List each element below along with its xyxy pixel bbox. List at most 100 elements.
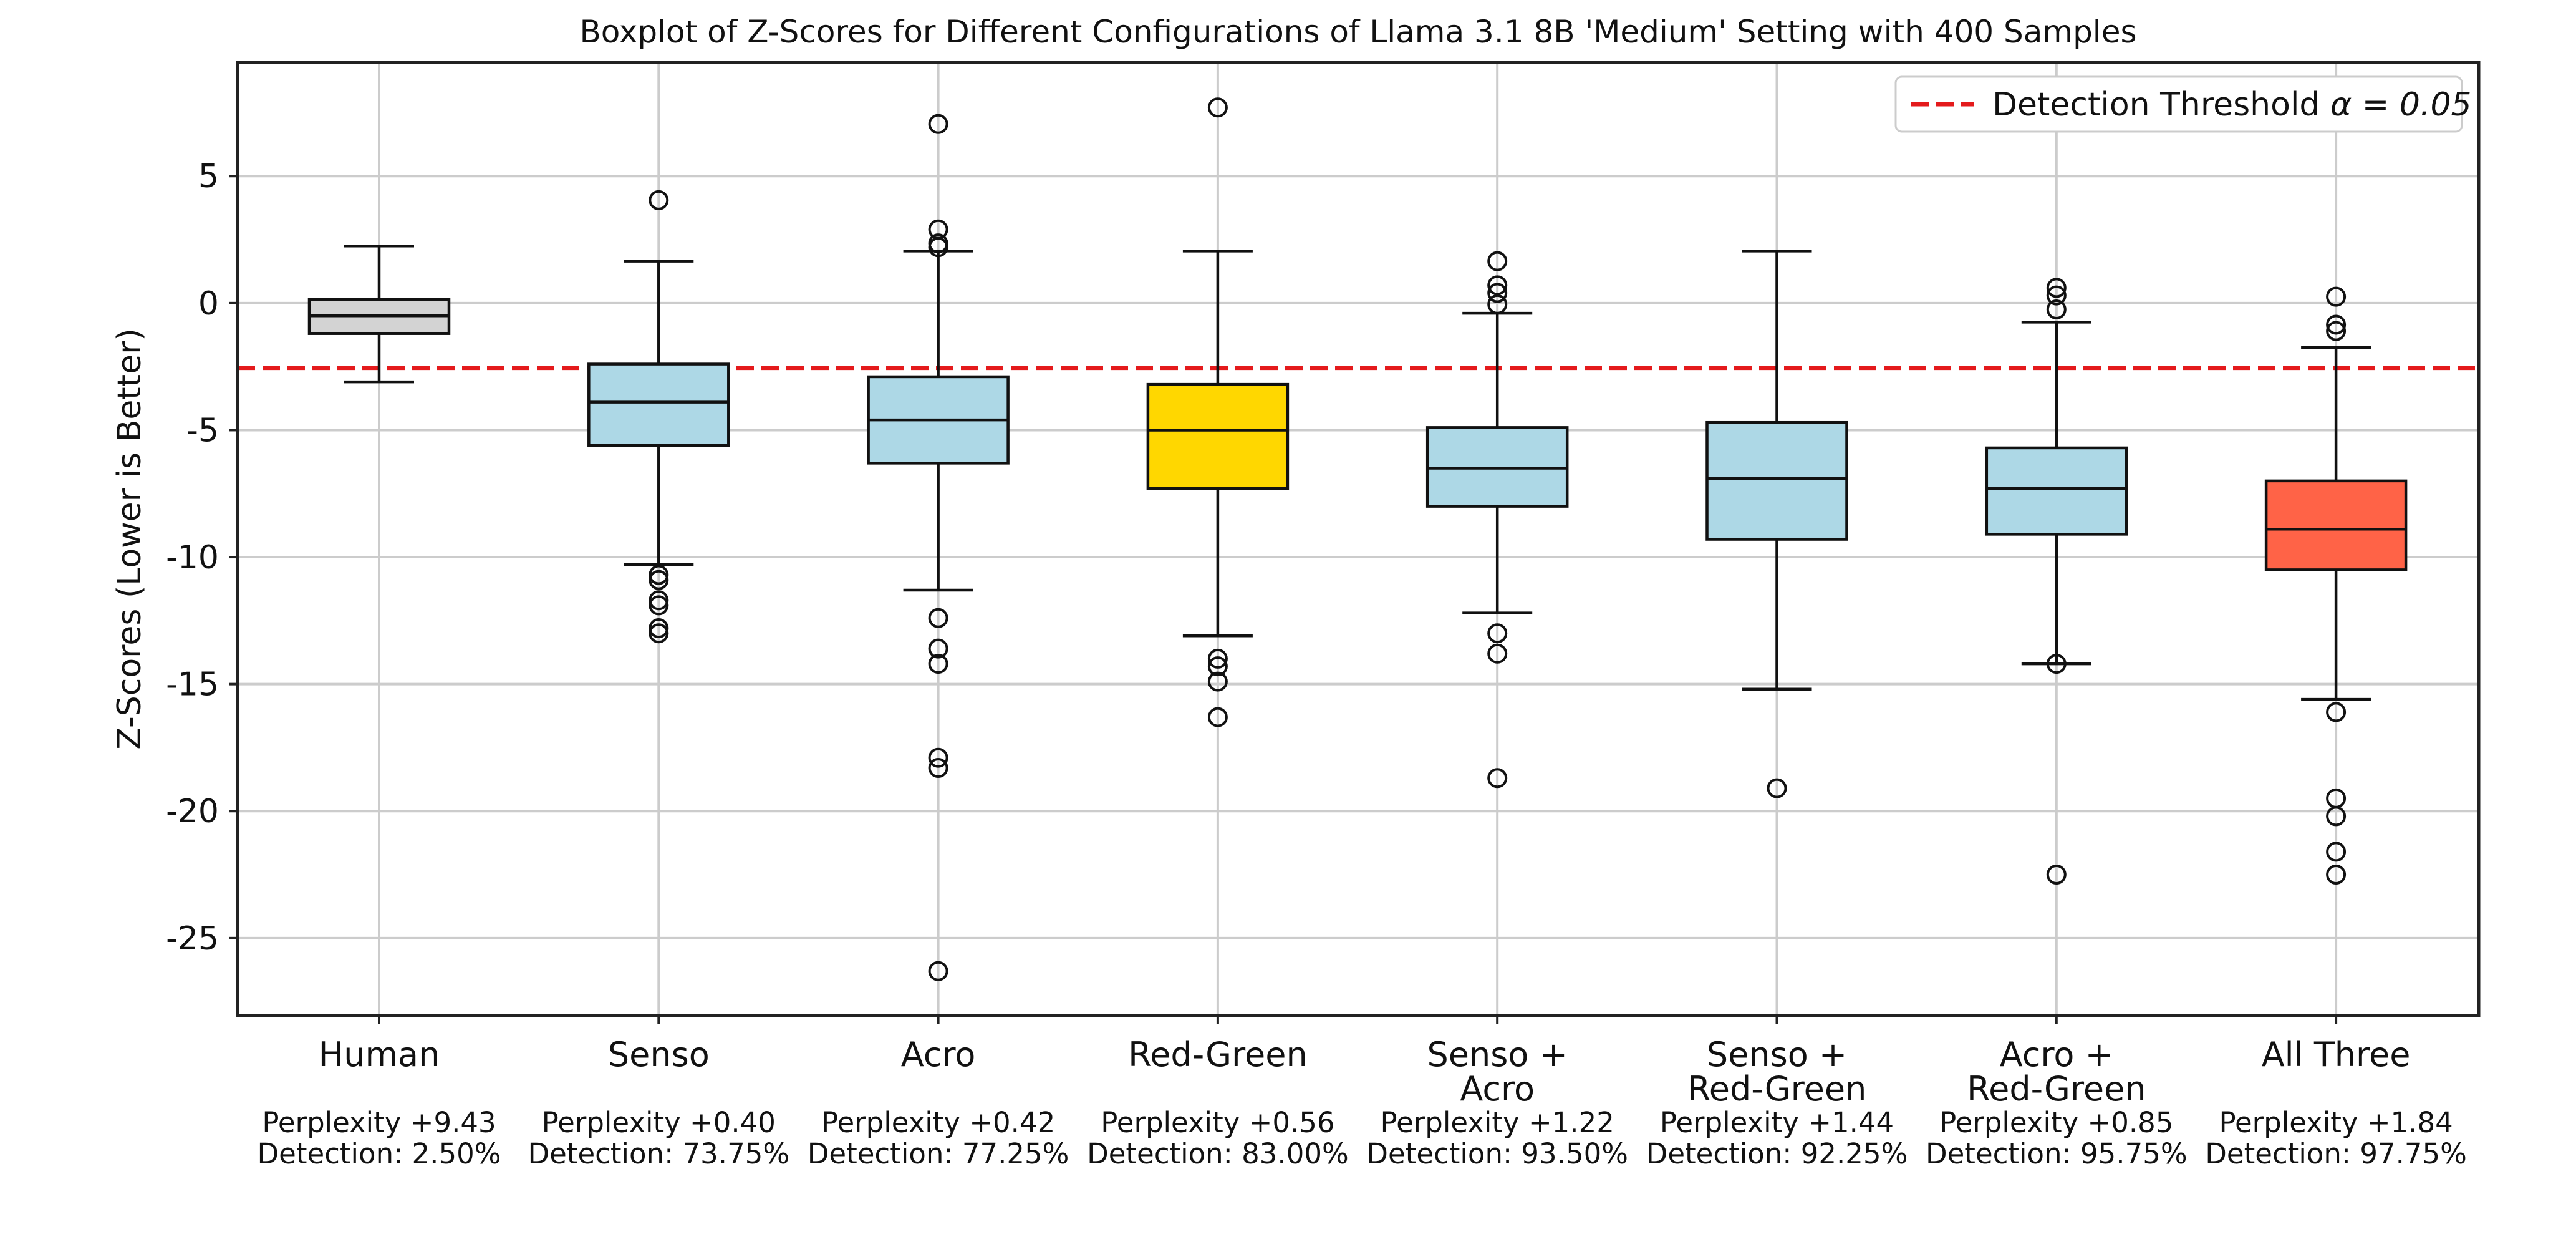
outlier-point [649, 570, 669, 590]
detection-label: Detection: 2.50% [257, 1137, 501, 1170]
y-tick-label: 5 [198, 158, 219, 195]
outlier-point [649, 590, 669, 611]
y-axis-label: Z-Scores (Lower is Better) [111, 328, 148, 750]
outlier-point [649, 595, 669, 616]
y-tick-label: -10 [166, 539, 219, 576]
outlier-point [1487, 623, 1508, 644]
category-label: Senso [608, 1035, 710, 1074]
outlier-point [649, 190, 669, 210]
outlier-point [1207, 707, 1228, 727]
perplexity-label: Perplexity +0.42 [821, 1106, 1055, 1139]
outlier-point [928, 638, 948, 659]
box-group [1705, 250, 1848, 798]
box-group [2264, 286, 2408, 885]
category-label: Acro [1460, 1069, 1535, 1109]
outlier-point [1767, 778, 1787, 798]
outlier-point [1487, 275, 1508, 296]
box-group [1425, 251, 1569, 789]
plot-frame [236, 61, 2481, 1017]
outlier-point [2046, 299, 2067, 320]
y-tick-label: -20 [166, 793, 219, 830]
boxes-layer [307, 97, 2408, 981]
detection-label: Detection: 92.25% [1646, 1137, 1908, 1170]
outlier-point [928, 114, 948, 134]
outlier-point [2326, 702, 2347, 722]
y-tick-label: -15 [166, 666, 219, 704]
legend-box [1894, 75, 2463, 133]
box-group [867, 114, 1010, 981]
box-group [1146, 97, 1290, 727]
perplexity-label: Perplexity +0.40 [542, 1106, 776, 1139]
y-axis-ticks: 5 0 -5 -10 -15 -20 -25 [166, 158, 238, 958]
perplexity-label: Perplexity +0.56 [1101, 1106, 1334, 1139]
category-label: Senso + [1707, 1035, 1847, 1074]
outlier-point [1487, 768, 1508, 789]
outlier-point [1207, 648, 1228, 669]
iqr-box [1146, 382, 1290, 490]
outlier-point [2326, 842, 2347, 862]
outlier-point [1487, 294, 1508, 314]
detection-label: Detection: 95.75% [1926, 1137, 2188, 1170]
detection-label: Detection: 77.25% [808, 1137, 1069, 1170]
y-tick-label: -25 [166, 920, 219, 958]
outlier-point [928, 747, 948, 768]
detection-label: Detection: 93.50% [1366, 1137, 1628, 1170]
outlier-point [2046, 865, 2067, 885]
outlier-point [2046, 285, 2067, 306]
iqr-box [587, 362, 730, 447]
outlier-point [2326, 865, 2347, 885]
legend-label-math: α = 0.05 [2330, 86, 2472, 124]
legend-label-text: Detection Threshold [1992, 86, 2330, 124]
box-group [587, 190, 730, 644]
category-label: Red-Green [1967, 1069, 2146, 1109]
outlier-point [1207, 656, 1228, 677]
chart-title: Boxplot of Z-Scores for Different Config… [579, 14, 2136, 50]
y-tick-label: -5 [186, 412, 219, 449]
y-tick-label: 0 [198, 285, 219, 323]
outlier-point [649, 565, 669, 585]
outlier-point [2046, 654, 2067, 674]
category-label: Senso + [1427, 1035, 1568, 1074]
perplexity-label: Perplexity +1.44 [1660, 1106, 1894, 1139]
category-label: Acro [901, 1035, 976, 1074]
outlier-point [928, 654, 948, 674]
outlier-point [649, 623, 669, 644]
outlier-point [2326, 286, 2347, 307]
outlier-point [1487, 643, 1508, 664]
outlier-point [1487, 251, 1508, 271]
category-label: Red-Green [1687, 1069, 1867, 1109]
box-group [307, 244, 451, 384]
outlier-point [649, 618, 669, 639]
legend-label: Detection Threshold α = 0.05 [1992, 86, 2472, 124]
outlier-point [2326, 806, 2347, 827]
box-group [1985, 278, 2128, 885]
outlier-point [928, 608, 948, 628]
outlier-point [928, 237, 948, 258]
iqr-box [2264, 479, 2408, 571]
iqr-box [1985, 446, 2128, 536]
outlier-point [1207, 97, 1228, 118]
outlier-point [1207, 671, 1228, 692]
perplexity-label: Perplexity +9.43 [262, 1106, 496, 1139]
outlier-point [928, 961, 948, 981]
legend: Detection Threshold α = 0.05 [1894, 75, 2472, 133]
perplexity-label: Perplexity +1.22 [1381, 1106, 1614, 1139]
detection-label: Detection: 97.75% [2205, 1137, 2467, 1170]
iqr-box [1705, 420, 1848, 541]
detection-label: Detection: 73.75% [528, 1137, 789, 1170]
outlier-point [2326, 314, 2347, 335]
outlier-point [2326, 321, 2347, 341]
perplexity-label: Perplexity +0.85 [1939, 1106, 2173, 1139]
outlier-point [1487, 283, 1508, 303]
category-label: All Three [2262, 1035, 2411, 1074]
outlier-point [2046, 278, 2067, 298]
category-label: Red-Green [1128, 1035, 1308, 1074]
detection-label: Detection: 83.00% [1087, 1137, 1349, 1170]
outlier-point [928, 758, 948, 779]
perplexity-label: Perplexity +1.84 [2219, 1106, 2453, 1139]
category-label: Human [319, 1035, 440, 1074]
